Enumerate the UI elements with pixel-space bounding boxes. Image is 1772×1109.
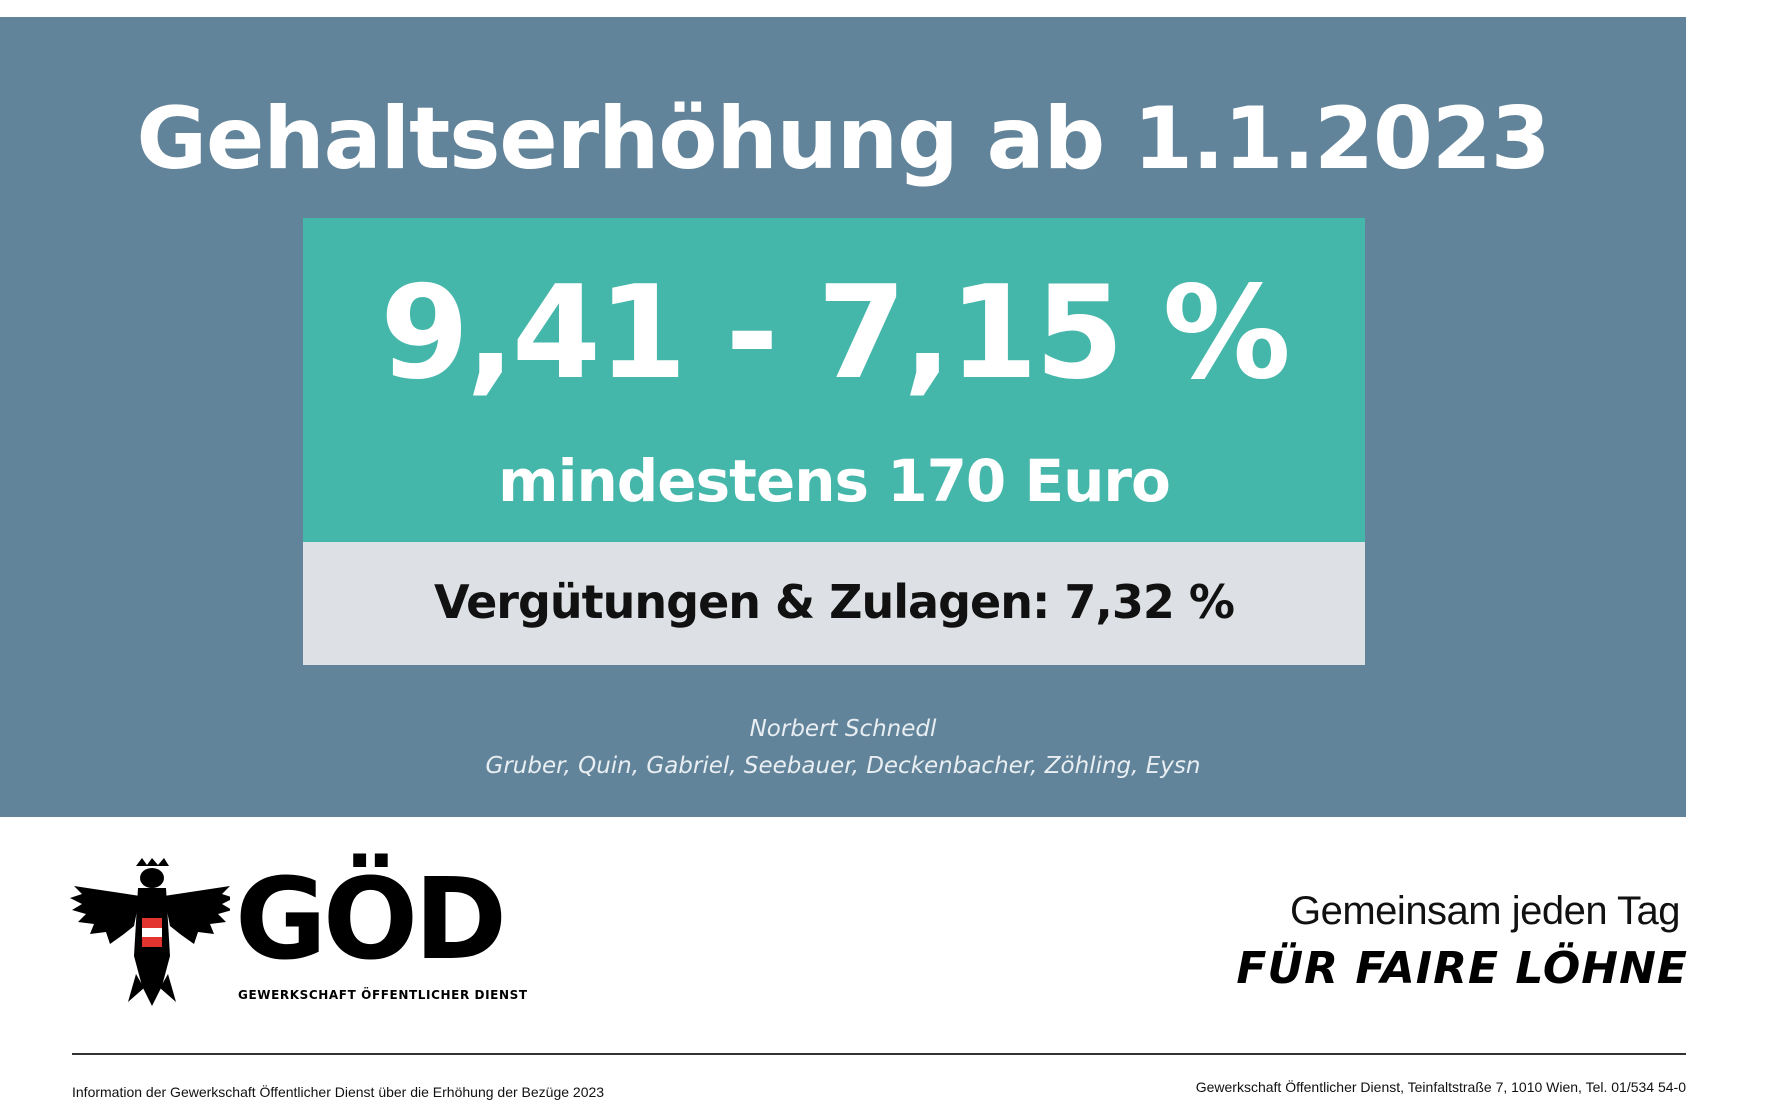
- eagle-coat-of-arms-icon: [70, 858, 230, 1006]
- info-banner: Gehaltserhöhung ab 1.1.2023 9,41 - 7,15 …: [0, 17, 1686, 817]
- minimum-amount: mindestens 170 Euro: [498, 447, 1171, 515]
- rate-box: 9,41 - 7,15 % mindestens 170 Euro: [303, 218, 1365, 542]
- logo-subtitle: GEWERKSCHAFT ÖFFENTLICHER DIENST: [238, 988, 528, 1002]
- allowances-rate: Vergütungen & Zulagen: 7,32 %: [434, 575, 1235, 629]
- slogan-line-1: Gemeinsam jeden Tag: [1290, 889, 1681, 933]
- footer-divider: [72, 1053, 1686, 1055]
- logo-wordmark: GÖD: [235, 855, 507, 985]
- allowances-box: Vergütungen & Zulagen: 7,32 %: [303, 542, 1365, 665]
- headline: Gehaltserhöhung ab 1.1.2023: [136, 89, 1550, 189]
- goed-logo: GÖD GEWERKSCHAFT ÖFFENTLICHER DIENST: [70, 856, 540, 1006]
- negotiator-team: Gruber, Quin, Gabriel, Seebauer, Deckenb…: [485, 753, 1201, 779]
- negotiator-lead: Norbert Schnedl: [749, 716, 937, 742]
- slogan-line-2: FÜR FAIRE LÖHNE: [1236, 943, 1688, 994]
- rate-range: 9,41 - 7,15 %: [380, 259, 1291, 408]
- footer-info-text: Information der Gewerkschaft Öffentliche…: [72, 1084, 605, 1100]
- footer-address: Gewerkschaft Öffentlicher Dienst, Teinfa…: [1195, 1079, 1686, 1095]
